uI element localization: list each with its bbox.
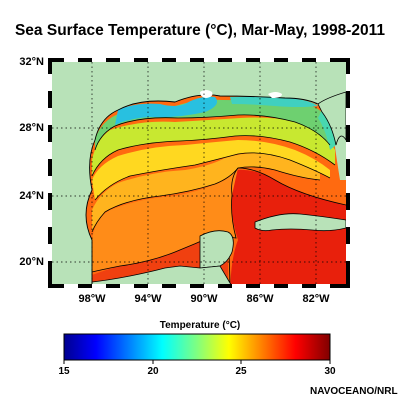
sst-band-orange xyxy=(92,168,238,272)
latitude-label: 32°N xyxy=(19,56,44,68)
cloud-mask-north xyxy=(200,90,213,98)
sst-field xyxy=(52,62,346,284)
colorbar-title: Temperature (°C) xyxy=(159,320,241,331)
sst-band-yellow-green xyxy=(92,117,335,176)
sst-band-yellow xyxy=(92,140,330,200)
colorbar xyxy=(63,333,331,364)
colorbar-tick-label: 30 xyxy=(324,366,336,377)
map-title: Sea Surface Temperature (°C), Mar-May, 1… xyxy=(14,22,386,39)
mexico-landmass xyxy=(91,265,232,284)
frame-checkers xyxy=(48,58,350,288)
colorbar-gradient xyxy=(63,333,331,361)
longitude-label: 94°W xyxy=(134,293,162,305)
cuba-landmass xyxy=(254,213,346,232)
sst-band-coolest xyxy=(115,96,218,125)
latitude-label: 20°N xyxy=(19,256,44,268)
graticule xyxy=(52,62,346,284)
longitude-label: 98°W xyxy=(78,293,106,305)
longitude-label: 86°W xyxy=(246,293,274,305)
sst-band-cool-florida xyxy=(318,110,336,150)
contour-lines xyxy=(91,114,346,284)
cloud-mask-east xyxy=(268,92,282,98)
colorbar-tick-label: 15 xyxy=(58,366,70,377)
sst-band-yellow-orange xyxy=(92,153,320,232)
colorbar-tick-label: 25 xyxy=(235,366,247,377)
credit-text: NAVOCEANO/NRL xyxy=(310,386,398,397)
colorbar-tick-label: 20 xyxy=(147,366,159,377)
yucatan-landmass xyxy=(199,230,234,269)
florida-landmass xyxy=(317,91,346,146)
latitude-label: 24°N xyxy=(19,190,44,202)
latitude-label: 28°N xyxy=(19,122,44,134)
longitude-label: 90°W xyxy=(190,293,218,305)
sst-band-cool-east xyxy=(230,96,318,107)
longitude-label: 82°W xyxy=(302,293,330,305)
